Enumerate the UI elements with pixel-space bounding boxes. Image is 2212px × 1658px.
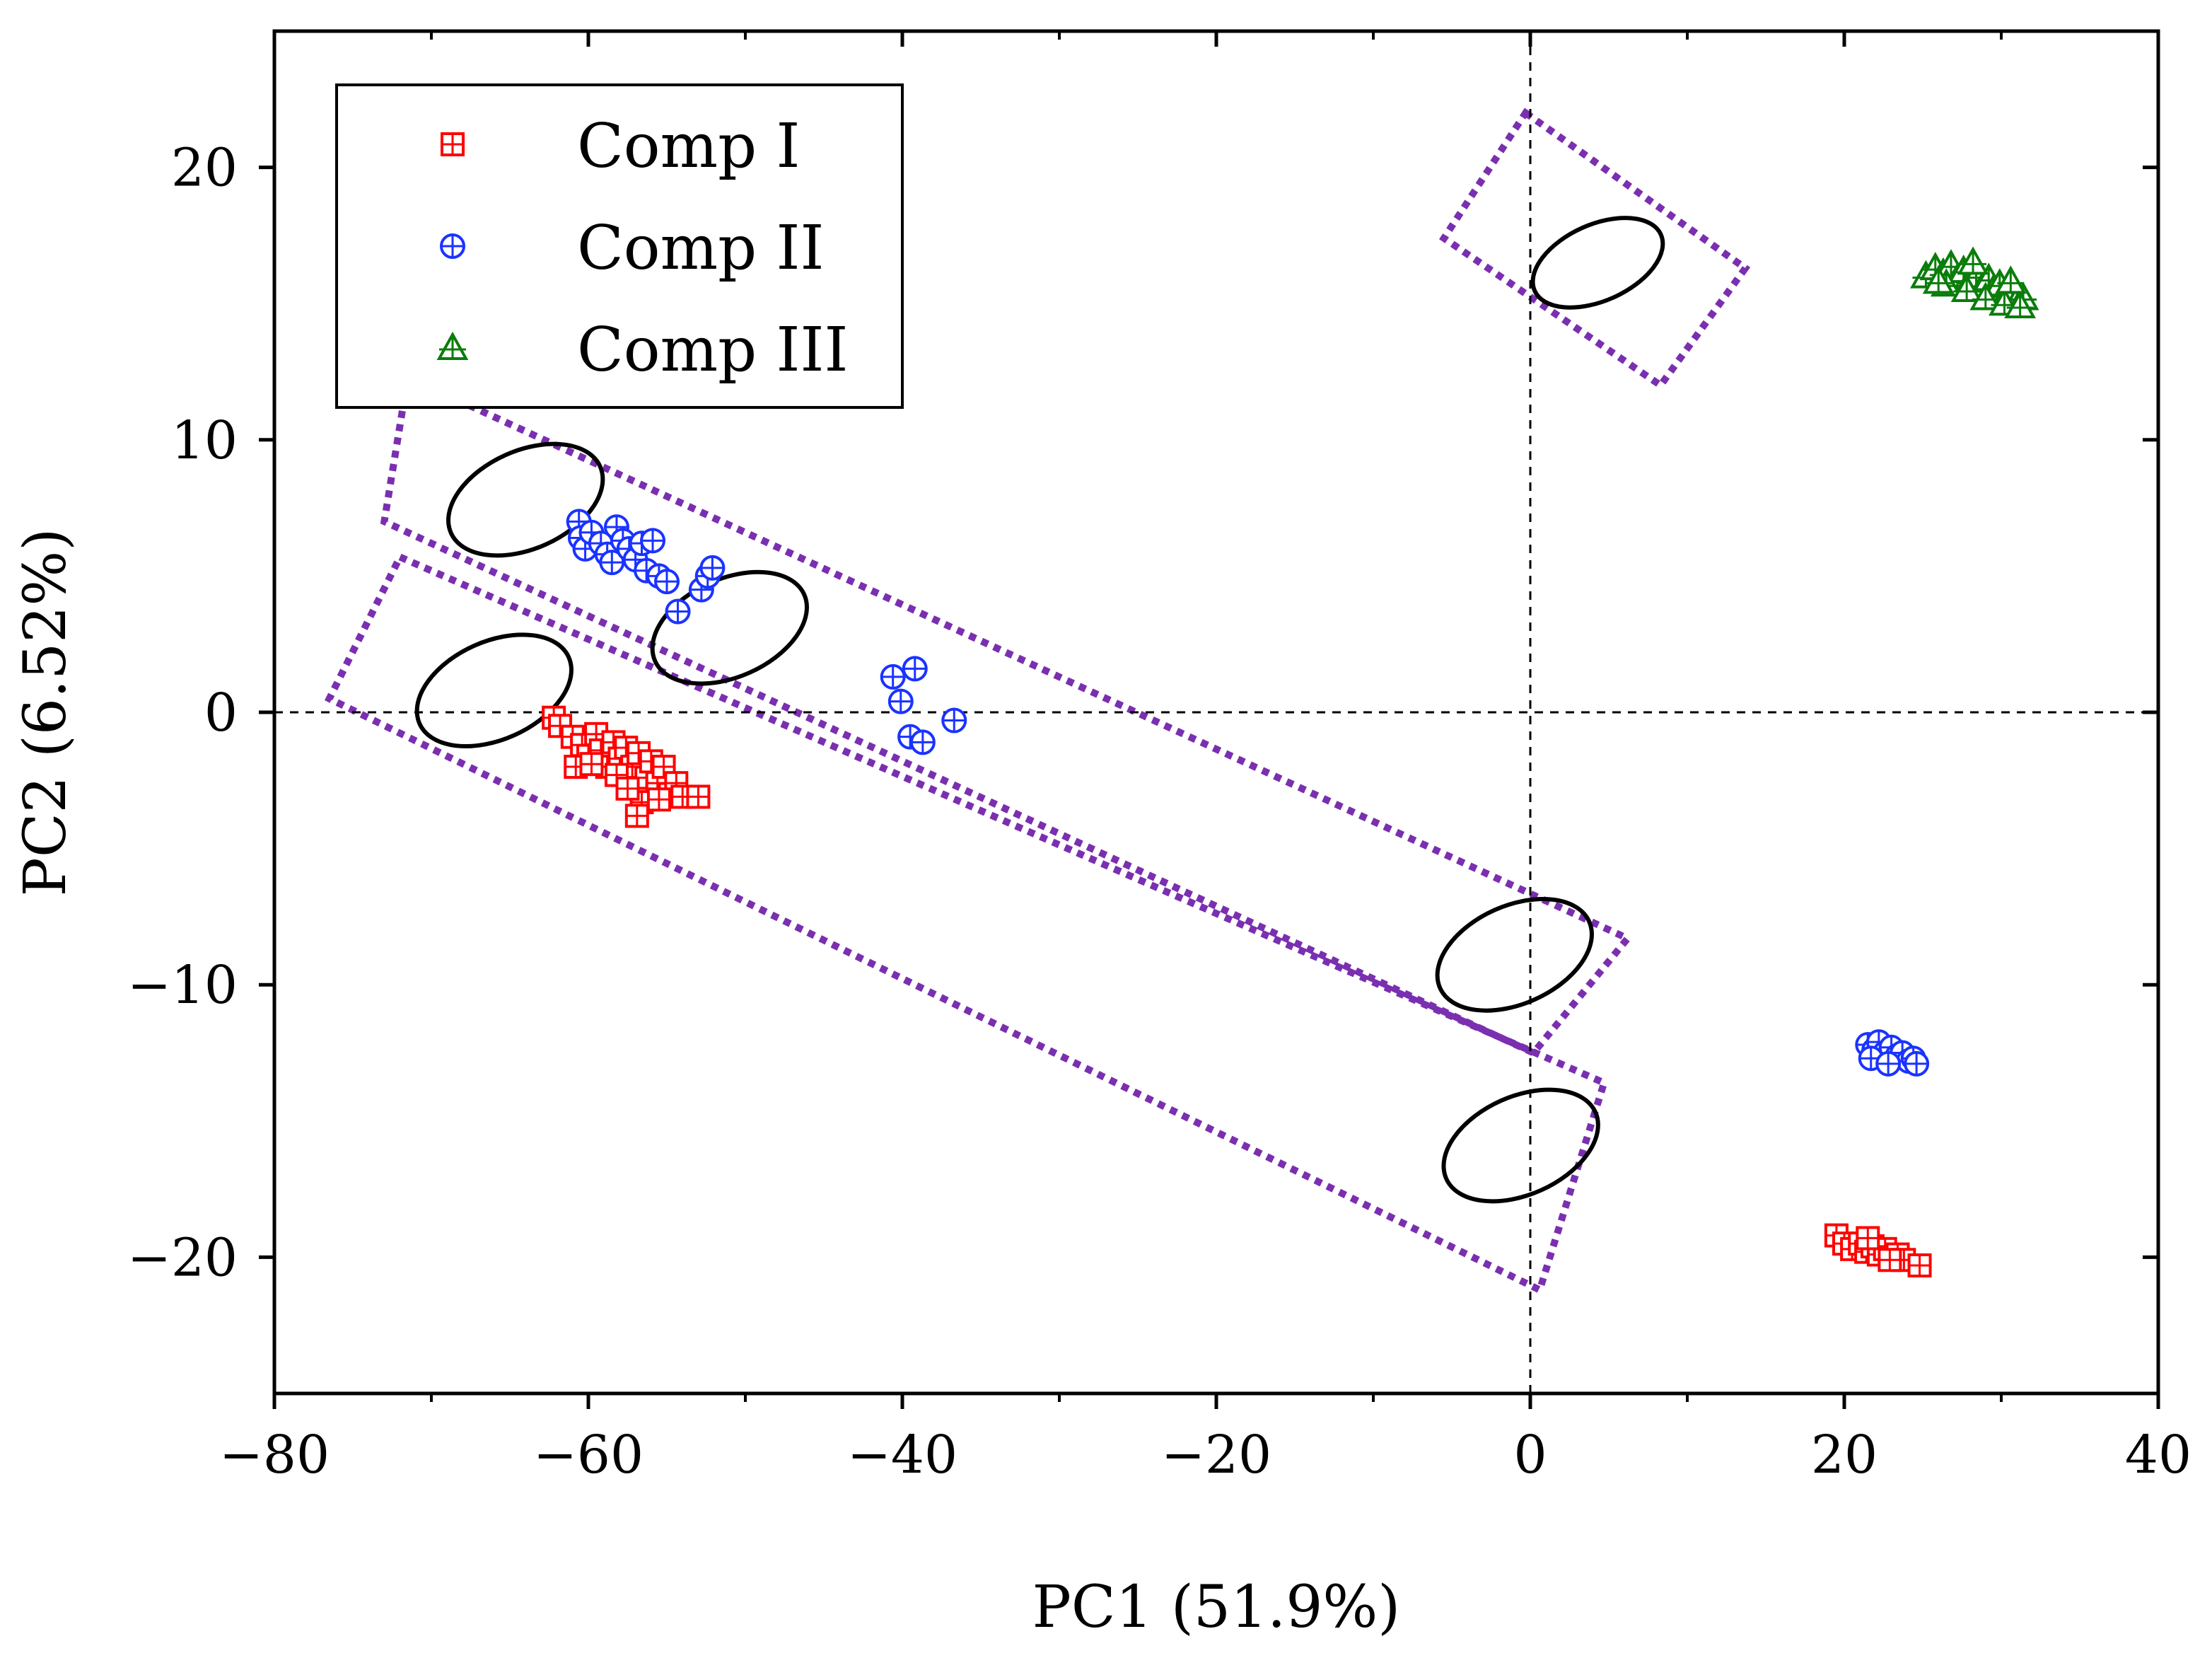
legend: Comp I Comp II Comp III: [335, 83, 904, 409]
x-tick-label: 20: [1811, 1425, 1878, 1485]
point-comp-i-21: [646, 787, 671, 812]
point-comp-i-40: [1878, 1248, 1902, 1273]
point-comp-i-20: [624, 804, 649, 828]
point-comp-iii-22: [1922, 265, 1955, 294]
point-comp-iii-21: [1957, 246, 1989, 275]
confidence-ellipse-5: [1530, 216, 1665, 310]
point-comp-ii-20: [880, 663, 906, 690]
y-tick-label: −20: [127, 1227, 238, 1288]
legend-marker-comp-iii: [436, 331, 469, 360]
x-tick-label: −80: [219, 1425, 330, 1485]
point-comp-i-39: [1907, 1253, 1932, 1277]
point-comp-ii-22: [902, 656, 928, 682]
legend-symbol-0: [441, 132, 465, 156]
point-comp-i-41: [1856, 1226, 1880, 1251]
tick-labels: −80 −60 −40 −20 0 20 40 −20 −10 0 10 20: [127, 138, 2191, 1485]
confidence-ellipse-0: [446, 441, 605, 558]
x-tick-label: −20: [1161, 1425, 1271, 1485]
point-comp-i-25: [579, 752, 604, 777]
confidence-ellipse-2: [414, 632, 574, 749]
series-comp-iii: [1910, 246, 2039, 319]
point-comp-ii-16: [665, 598, 691, 625]
y-tick-label: 20: [171, 138, 238, 199]
point-comp-iii-17: [1950, 273, 1983, 302]
dotted-group-box-1: [324, 552, 1609, 1295]
legend-item-comp-i: Comp I: [441, 111, 801, 182]
confidence-ellipse-3: [1435, 896, 1594, 1013]
y-axis-title: PC2 (6.52%): [12, 528, 79, 897]
y-tick-label: −10: [127, 955, 238, 1016]
confidence-ellipse-4: [1441, 1087, 1600, 1204]
legend-box: [335, 83, 904, 409]
data-points: [542, 246, 2039, 1277]
point-comp-ii-13: [640, 528, 666, 554]
legend-label-comp-ii: Comp II: [577, 213, 824, 284]
x-axis-title: PC1 (51.9%): [1032, 1574, 1401, 1641]
y-tick-label: 0: [204, 683, 238, 743]
point-comp-ii-24: [909, 729, 936, 755]
point-comp-ii-36: [1875, 1050, 1902, 1077]
point-comp-ii-25: [941, 707, 967, 734]
legend-label-comp-iii: Comp III: [577, 315, 848, 385]
dotted-group-box-2: [1439, 108, 1751, 390]
point-comp-iii-20: [2004, 289, 2037, 319]
reference-lines: [274, 31, 2158, 1393]
point-comp-ii-15: [654, 569, 680, 595]
legend-symbol-2: [436, 331, 469, 360]
y-tick-label: 10: [171, 410, 238, 471]
point-comp-iii-23: [1994, 265, 2027, 294]
x-tick-label: −40: [847, 1425, 957, 1485]
point-comp-ii-37: [1904, 1050, 1930, 1077]
point-comp-i-27: [615, 776, 640, 801]
x-tick-label: −60: [533, 1425, 644, 1485]
x-tick-label: 0: [1513, 1425, 1547, 1485]
point-comp-ii-21: [887, 688, 914, 714]
legend-item-comp-iii: Comp III: [436, 315, 848, 385]
annotation-layer: [324, 108, 1751, 1295]
legend-item-comp-ii: Comp II: [440, 213, 824, 284]
series-comp-ii: [566, 509, 1930, 1077]
legend-marker-comp-ii: [440, 233, 465, 259]
point-comp-i-23: [686, 784, 711, 809]
x-tick-label: 40: [2125, 1425, 2191, 1485]
legend-label-comp-i: Comp I: [577, 111, 801, 182]
legend-symbol-1: [440, 233, 465, 259]
point-comp-ii-19: [699, 555, 726, 581]
axis-ticks: [259, 31, 2160, 1409]
series-comp-i: [542, 705, 1932, 1277]
point-comp-iii-18: [1969, 282, 2002, 311]
legend-marker-comp-i: [441, 132, 465, 156]
